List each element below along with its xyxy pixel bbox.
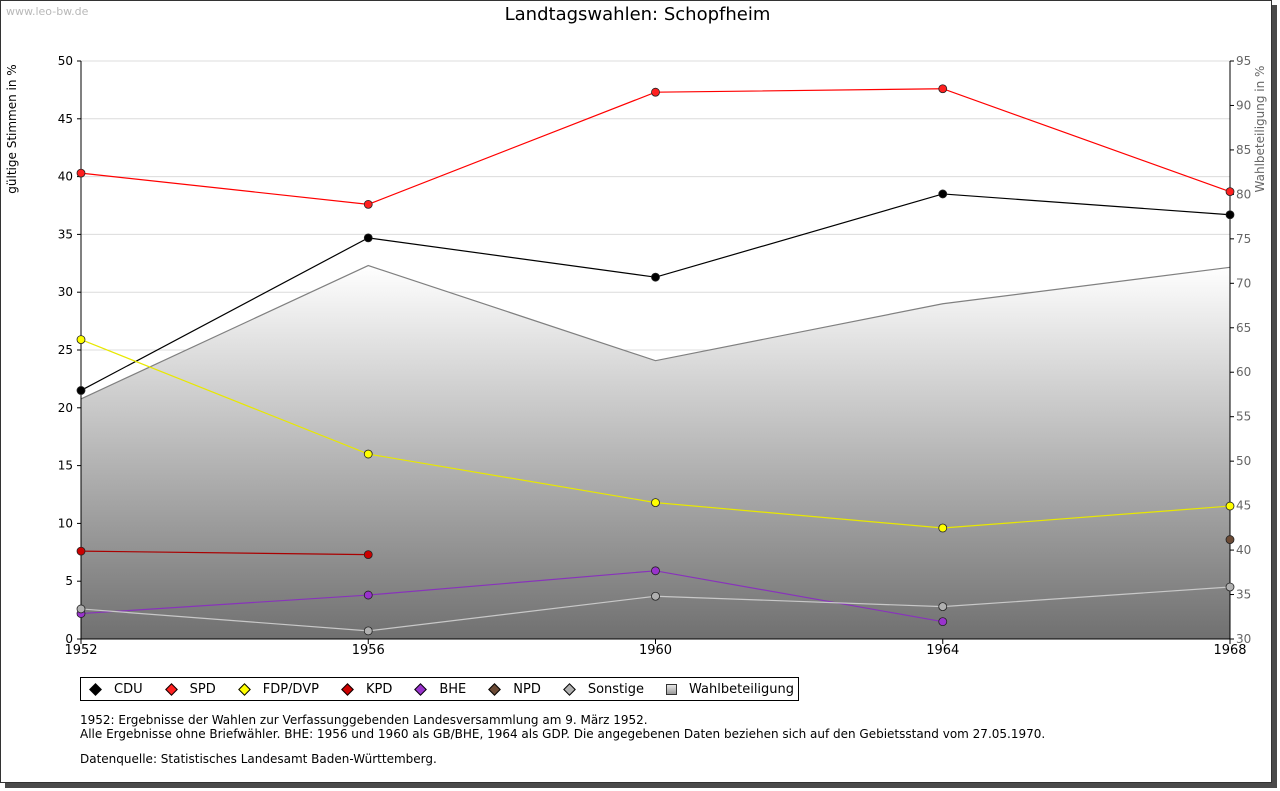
- y2-tick-label: 80: [1236, 187, 1251, 201]
- data-point: [938, 84, 948, 94]
- legend-item: FDP/DVP: [237, 681, 319, 697]
- data-point: [76, 604, 86, 614]
- y2-tick-label: 50: [1236, 454, 1251, 468]
- data-point: [1225, 582, 1235, 592]
- y-tick-label: 5: [65, 574, 73, 588]
- y-tick-label: 20: [58, 401, 73, 415]
- legend-label: NPD: [513, 681, 541, 697]
- data-point: [1225, 187, 1235, 197]
- data-point: [1225, 535, 1235, 544]
- chart-svg: 0 5 10 15 20 25 30 35 40 45 50 30 35 40 45 50 55 60 65 70 75…: [5, 54, 1267, 658]
- x-tick-label: 1968: [1213, 643, 1246, 658]
- chart-title: Landtagswahlen: Schopfheim: [504, 4, 771, 25]
- legend-label: Wahlbeteiligung: [689, 681, 795, 697]
- y-tick-label: 0: [65, 632, 73, 646]
- legend-marker: [89, 682, 102, 696]
- legend-label: Sonstige: [587, 681, 645, 697]
- y2-tick-label: 40: [1236, 543, 1251, 557]
- legend-label: CDU: [114, 681, 143, 697]
- legend-marker: [562, 682, 576, 696]
- y-tick-label: 30: [58, 285, 73, 299]
- y2-tick-label: 75: [1236, 232, 1251, 246]
- turnout-area-fill: [81, 265, 1230, 639]
- x-tick-label: 1956: [352, 643, 385, 658]
- y2-tick-label: 45: [1236, 499, 1251, 513]
- data-point: [76, 168, 86, 178]
- y-tick-label: 40: [58, 170, 73, 184]
- turnout-area-outline: [80, 264, 1231, 400]
- legend-marker: [488, 682, 502, 696]
- legend-item-area: Wahlbeteiligung: [666, 682, 794, 697]
- data-point: [938, 523, 948, 533]
- data-source: Datenquelle: Statistisches Landesamt Bad…: [80, 752, 437, 766]
- notes: 1952: Ergebnisse der Wahlen zur Verfassu…: [80, 713, 1045, 741]
- y-tick-label: 50: [58, 54, 73, 68]
- y-tick-label: 35: [58, 227, 73, 241]
- legend-marker: [414, 682, 428, 696]
- data-point: [363, 550, 373, 560]
- series-line: [80, 88, 1231, 205]
- data-point: [651, 566, 660, 576]
- legend-label: BHE: [439, 681, 467, 697]
- series-line: [80, 550, 369, 556]
- y2-tick-label: 30: [1236, 632, 1251, 646]
- y2-tick-label: 85: [1236, 143, 1251, 157]
- data-point: [651, 498, 660, 507]
- legend: CDU SPD FDP/DVP KPD BHE NPD Sonstige Wahlbeteil…: [80, 677, 800, 701]
- series-line: [80, 570, 943, 623]
- legend-label: KPD: [365, 681, 393, 697]
- y-tick-label: 10: [58, 516, 73, 530]
- legend-area-swatch: [666, 683, 678, 695]
- note-line-1: 1952: Ergebnisse der Wahlen zur Verfassu…: [80, 713, 648, 727]
- data-point: [938, 189, 948, 199]
- legend-item: NPD: [488, 682, 541, 697]
- watermark: www.leo-bw.de: [6, 5, 89, 18]
- y2-tick-label: 35: [1236, 588, 1251, 602]
- data-point: [1225, 210, 1235, 220]
- legend-item: Sonstige: [562, 681, 645, 697]
- turnout-area: [80, 264, 1231, 639]
- legend-marker: [237, 682, 251, 696]
- note-line-2: Alle Ergebnisse ohne Briefwähler. BHE: 1…: [80, 727, 1046, 741]
- x-tick-label: 1960: [639, 643, 672, 658]
- y-tick-label: 15: [58, 459, 73, 473]
- x-tick-label: 1952: [64, 643, 97, 658]
- series-points: [76, 84, 1235, 636]
- y2-axis-label: Wahlbeteiligung in %: [1253, 66, 1267, 193]
- data-point: [76, 335, 86, 344]
- data-point: [363, 626, 373, 636]
- y2-tick-label: 60: [1236, 365, 1251, 379]
- data-point: [363, 233, 373, 243]
- data-point: [651, 591, 660, 601]
- data-point: [363, 590, 373, 600]
- legend-item: SPD: [164, 681, 216, 697]
- data-point: [76, 546, 86, 556]
- legend-item: BHE: [414, 682, 466, 697]
- y2-tick-label: 55: [1236, 410, 1251, 424]
- y-tick-label: 45: [58, 112, 73, 126]
- legend-item: KPD: [341, 682, 392, 697]
- x-tick-label: 1964: [926, 643, 959, 658]
- data-point: [1225, 501, 1235, 511]
- data-point: [76, 386, 86, 395]
- data-point: [938, 617, 948, 627]
- data-point: [363, 199, 373, 209]
- legend-label: SPD: [189, 681, 216, 697]
- legend-marker: [341, 682, 354, 696]
- y-axis-label: gültige Stimmen in %: [5, 64, 19, 193]
- y2-tick-label: 90: [1236, 98, 1251, 112]
- data-point: [363, 449, 373, 459]
- y2-tick-label: 65: [1236, 321, 1251, 335]
- y2-tick-label: 95: [1236, 54, 1251, 68]
- data-point: [938, 602, 948, 612]
- y2-tick-label: 70: [1236, 276, 1251, 290]
- data-point: [651, 272, 660, 282]
- legend-marker: [164, 682, 178, 696]
- legend-item: CDU: [89, 682, 143, 697]
- y-tick-label: 25: [58, 343, 73, 357]
- legend-label: FDP/DVP: [262, 681, 319, 697]
- data-point: [651, 87, 660, 97]
